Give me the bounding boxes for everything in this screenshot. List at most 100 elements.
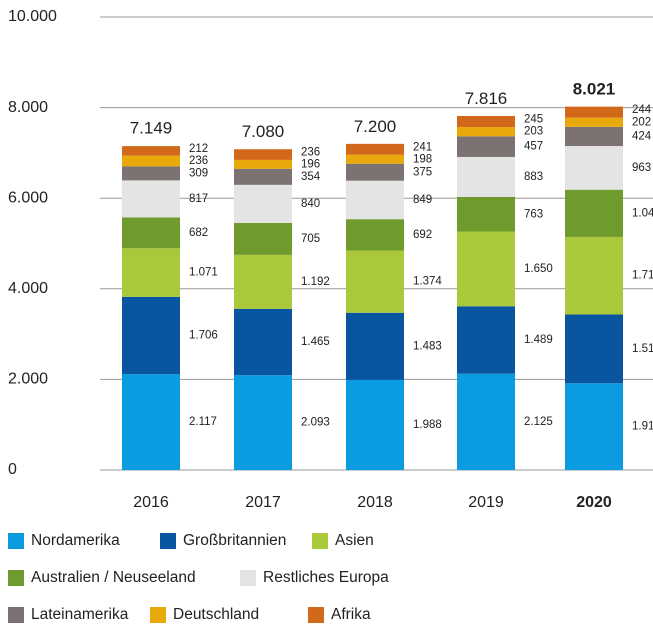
y-tick-label: 8.000 (8, 99, 48, 116)
value-label: 1.706 (189, 329, 218, 341)
y-tick-label: 2.000 (8, 371, 48, 388)
value-label: 1.192 (301, 276, 330, 288)
bar-segment (346, 250, 404, 313)
value-label: 817 (189, 193, 208, 205)
value-label: 849 (413, 194, 432, 206)
legend-label: Asien (335, 532, 374, 549)
legend-label: Afrika (331, 606, 371, 623)
value-label: 1.489 (524, 334, 553, 346)
bar-segment (234, 149, 292, 160)
bar-segment (565, 126, 623, 147)
bar-segment (346, 219, 404, 251)
x-tick-label: 2018 (357, 494, 393, 511)
bar-segment (565, 314, 623, 384)
bar-segment (457, 373, 515, 470)
bar-segment (234, 308, 292, 376)
value-label: 236 (301, 147, 320, 159)
legend-label: Deutschland (173, 606, 259, 623)
value-label: 244 (632, 104, 652, 116)
bar-segment (234, 159, 292, 169)
value-label: 1.650 (524, 263, 553, 275)
total-label: 7.200 (354, 117, 397, 136)
y-tick-label: 6.000 (8, 189, 48, 206)
bar-segment (457, 196, 515, 232)
bar-segment (234, 254, 292, 309)
total-label: 7.080 (242, 122, 285, 141)
value-label: 682 (189, 227, 208, 239)
x-tick-label: 2017 (245, 494, 281, 511)
value-label: 1.712 (632, 270, 653, 282)
value-label: 309 (189, 167, 208, 179)
bar-segment (457, 231, 515, 307)
legend-swatch (150, 607, 166, 623)
legend-label: Australien / Neuseeland (31, 569, 196, 586)
bar-segment (122, 374, 180, 470)
value-label: 196 (301, 159, 320, 171)
legend-swatch (8, 533, 24, 549)
value-label: 763 (524, 208, 543, 220)
bar-segment (565, 106, 623, 118)
bar-segment (122, 180, 180, 218)
value-label: 375 (413, 166, 432, 178)
value-label: 1.915 (632, 421, 653, 433)
value-label: 2.093 (301, 417, 330, 429)
legend-label: Nordamerika (31, 532, 120, 549)
value-label: 354 (301, 171, 321, 183)
bar-segment (565, 383, 623, 470)
bar-segment (346, 163, 404, 181)
bar-segment (122, 296, 180, 375)
value-label: 241 (413, 141, 432, 153)
bar-segment (457, 306, 515, 374)
value-label: 840 (301, 198, 320, 210)
x-tick-label: 2016 (133, 494, 169, 511)
total-label: 7.149 (130, 118, 173, 137)
legend-swatch (8, 570, 24, 586)
value-label: 883 (524, 171, 543, 183)
value-label: 1.043 (632, 207, 653, 219)
value-label: 1.465 (301, 336, 330, 348)
value-label: 1.071 (189, 267, 218, 279)
value-label: 212 (189, 143, 208, 155)
bar-segment (234, 184, 292, 223)
value-label: 1.374 (413, 276, 442, 288)
value-label: 457 (524, 141, 543, 153)
total-label: 7.816 (465, 89, 508, 108)
legend-swatch (308, 607, 324, 623)
legend-label: Restliches Europa (263, 569, 389, 586)
value-label: 692 (413, 229, 432, 241)
total-label: 8.021 (573, 80, 616, 99)
value-label: 198 (413, 153, 432, 165)
legend-swatch (240, 570, 256, 586)
bar-segment (565, 236, 623, 315)
y-tick-label: 4.000 (8, 280, 48, 297)
value-label: 236 (189, 155, 208, 167)
bar-segment (346, 180, 404, 220)
value-label: 203 (524, 126, 543, 138)
bar-segment (234, 168, 292, 185)
value-label: 1.518 (632, 343, 653, 355)
bar-segment (346, 379, 404, 470)
legend-swatch (8, 607, 24, 623)
bar-segment (565, 189, 623, 237)
bar-segment (457, 127, 515, 137)
value-label: 963 (632, 162, 651, 174)
legend-label: Großbritannien (183, 532, 286, 549)
bar-segment (346, 143, 404, 155)
y-tick-label: 10.000 (8, 8, 57, 25)
value-label: 245 (524, 114, 543, 126)
legend-swatch (312, 533, 328, 549)
bar-segment (234, 222, 292, 255)
x-tick-label: 2019 (468, 494, 504, 511)
bar-segment (457, 156, 515, 197)
bar-segment (346, 154, 404, 164)
legend-swatch (160, 533, 176, 549)
value-label: 1.483 (413, 340, 442, 352)
bar-segment (457, 136, 515, 157)
bar-segment (122, 155, 180, 167)
y-tick-label: 0 (8, 461, 17, 478)
value-label: 2.117 (189, 416, 217, 428)
value-label: 1.988 (413, 419, 442, 431)
legend-label: Lateinamerika (31, 606, 129, 623)
bar-segment (122, 146, 180, 156)
